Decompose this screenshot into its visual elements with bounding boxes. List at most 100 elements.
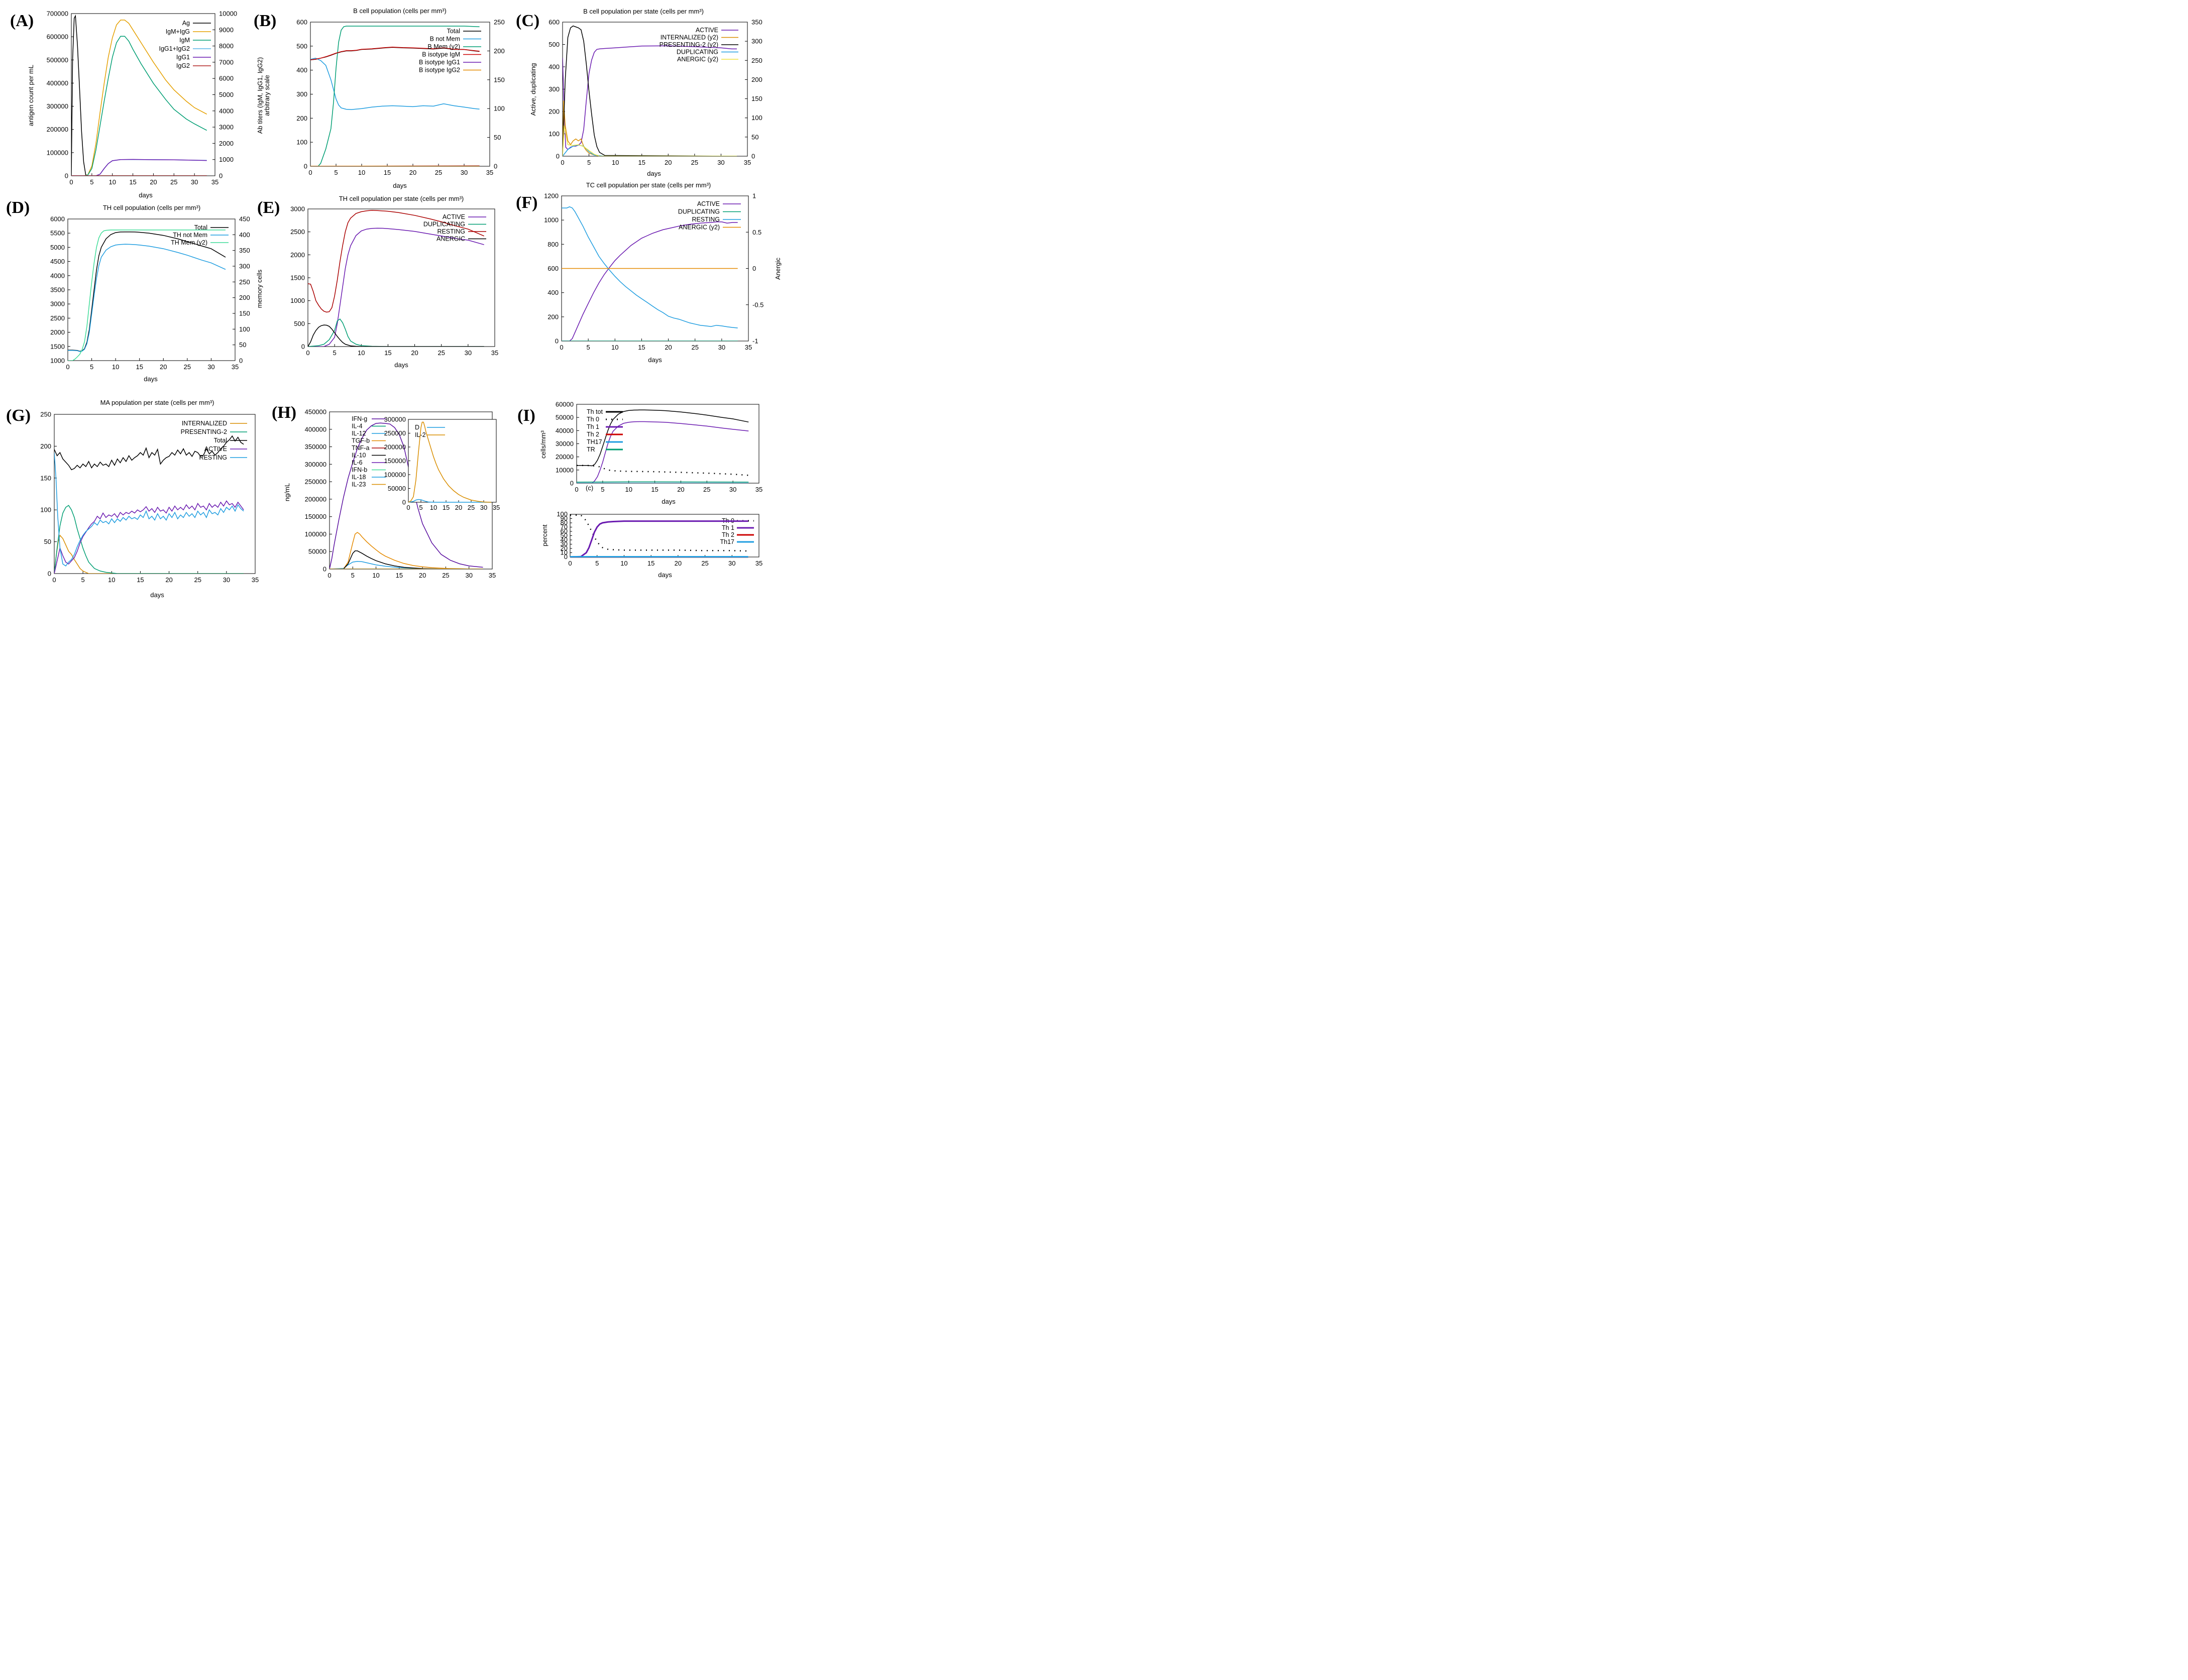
x-axis-label: days bbox=[139, 191, 153, 199]
x-tick-label: 0 bbox=[306, 349, 309, 357]
panel-letter: (A) bbox=[10, 12, 34, 30]
y-tick-label: 60000 bbox=[556, 401, 574, 408]
y-axis-label: Active, duplicating bbox=[529, 63, 537, 116]
inset-y-tick-label: 300000 bbox=[384, 416, 406, 423]
y-tick-label: 600 bbox=[548, 265, 559, 272]
legend-label: RESTING bbox=[692, 216, 720, 223]
y-tick-label: 40000 bbox=[556, 427, 574, 434]
y-tick-label: 200 bbox=[40, 442, 51, 450]
x-tick-label: 15 bbox=[384, 349, 391, 357]
x-tick-label: 15 bbox=[651, 486, 658, 493]
series-line-resting bbox=[308, 209, 484, 313]
legend-label: Th 2 bbox=[587, 431, 599, 438]
chart-title: TH cell population per state (cells per … bbox=[339, 195, 464, 202]
x-axis-label: days bbox=[144, 375, 158, 383]
x-tick-label: 35 bbox=[491, 349, 498, 357]
x-tick-label: 0 bbox=[52, 576, 56, 584]
inset-x-tick-label: 20 bbox=[455, 504, 462, 511]
x-tick-label: 30 bbox=[465, 349, 472, 357]
x-tick-label: 0 bbox=[308, 169, 312, 176]
y2-tick-label: 250 bbox=[494, 19, 505, 26]
x-tick-label: 5 bbox=[81, 576, 85, 584]
legend-label: IFN-g bbox=[352, 415, 367, 422]
y-tick-label: 1200 bbox=[544, 192, 559, 200]
x-tick-label: 25 bbox=[691, 344, 698, 351]
chart-title: B cell population per state (cells per m… bbox=[583, 8, 704, 15]
y2-axis-label: arbitrary scale bbox=[263, 75, 271, 116]
y-tick-label: 50 bbox=[44, 538, 51, 545]
x-tick-label: 5 bbox=[601, 486, 604, 493]
y-tick-label: 200000 bbox=[47, 126, 68, 133]
series-line-il-10 bbox=[330, 550, 483, 569]
y2-tick-label: 0 bbox=[752, 265, 756, 272]
plot-frame bbox=[67, 218, 236, 361]
series-line-anergic-y2- bbox=[563, 125, 737, 156]
series-line-b-mem-y2- bbox=[310, 26, 480, 166]
y-tick-label: 400000 bbox=[47, 79, 68, 87]
inset-x-tick-label: 10 bbox=[430, 504, 437, 511]
x-tick-label: 15 bbox=[137, 576, 144, 584]
legend-label: ANERGIC bbox=[436, 236, 465, 243]
percent-x-tick-label: 30 bbox=[728, 559, 735, 567]
y-tick-label: 450000 bbox=[305, 408, 326, 416]
y-tick-label: 3500 bbox=[50, 286, 65, 294]
series-line-th-1 bbox=[577, 421, 749, 483]
y-tick-label: 2000 bbox=[290, 251, 305, 259]
series-line-b-isotype-igg2 bbox=[310, 165, 480, 166]
y-tick-label: 200 bbox=[549, 108, 560, 116]
x-tick-label: 20 bbox=[419, 572, 426, 579]
y2-tick-label: 9000 bbox=[219, 26, 234, 34]
percent-y-tick-label: 80 bbox=[561, 519, 568, 526]
y2-tick-label: 7000 bbox=[219, 58, 234, 66]
inset-x-tick-label: 0 bbox=[406, 504, 410, 511]
y2-tick-label: 8000 bbox=[219, 42, 234, 50]
legend-label: Total bbox=[214, 437, 227, 444]
chart-title: MA population per state (cells per mm³) bbox=[100, 399, 214, 406]
y2-tick-label: 10000 bbox=[219, 10, 237, 18]
y2-tick-label: -0.5 bbox=[752, 301, 763, 308]
percent-x-tick-label: 5 bbox=[595, 559, 599, 567]
y2-tick-label: 50 bbox=[751, 133, 758, 141]
x-tick-label: 20 bbox=[165, 576, 172, 584]
legend-label: Total bbox=[447, 28, 460, 35]
y-tick-label: 1500 bbox=[50, 343, 65, 350]
legend-label: Th 0 bbox=[587, 416, 599, 423]
x-tick-label: 0 bbox=[561, 159, 564, 166]
y2-tick-label: 150 bbox=[494, 76, 505, 83]
x-tick-label: 20 bbox=[677, 486, 684, 493]
y-tick-label: 50000 bbox=[308, 548, 326, 555]
y-tick-label: 2500 bbox=[50, 314, 65, 322]
percent-y-tick-label: 60 bbox=[561, 527, 568, 535]
series-line-igm-igg bbox=[71, 20, 207, 176]
y-tick-label: 500 bbox=[294, 320, 305, 327]
y-tick-label: 100000 bbox=[305, 530, 326, 538]
y-tick-label: 5500 bbox=[50, 230, 65, 237]
percent-y-tick-label: 30 bbox=[561, 540, 568, 548]
percent-x-tick-label: 20 bbox=[675, 559, 682, 567]
x-tick-label: 20 bbox=[665, 344, 672, 351]
y-tick-label: 500000 bbox=[47, 56, 68, 64]
x-tick-label: 0 bbox=[327, 572, 331, 579]
y-tick-label: 200 bbox=[548, 313, 559, 320]
y-tick-label: 300000 bbox=[47, 102, 68, 110]
legend-label: B Mem (y2) bbox=[427, 43, 460, 50]
chart-title: TC cell population per state (cells per … bbox=[586, 181, 711, 189]
legend-label: IgG2 bbox=[176, 62, 190, 69]
percent-x-tick-label: 10 bbox=[620, 559, 627, 567]
y2-tick-label: 5000 bbox=[219, 91, 234, 98]
y2-tick-label: 3000 bbox=[219, 124, 234, 131]
x-tick-label: 35 bbox=[489, 572, 496, 579]
panel-letter: (E) bbox=[257, 198, 280, 217]
x-tick-label: 25 bbox=[691, 159, 698, 166]
y2-tick-label: 150 bbox=[751, 95, 762, 102]
inset-x-tick-label: 5 bbox=[419, 504, 422, 511]
percent-x-tick-label: 0 bbox=[568, 559, 572, 567]
x-tick-label: 25 bbox=[194, 576, 201, 584]
x-tick-label: 10 bbox=[358, 169, 365, 176]
x-axis-label: days bbox=[647, 170, 661, 177]
y-tick-label: 500 bbox=[296, 42, 307, 50]
legend-label: IL-18 bbox=[352, 474, 366, 481]
y-tick-label: 0 bbox=[556, 153, 560, 160]
series-line-b-isotype-igm bbox=[310, 46, 480, 60]
x-tick-label: 15 bbox=[136, 363, 143, 371]
